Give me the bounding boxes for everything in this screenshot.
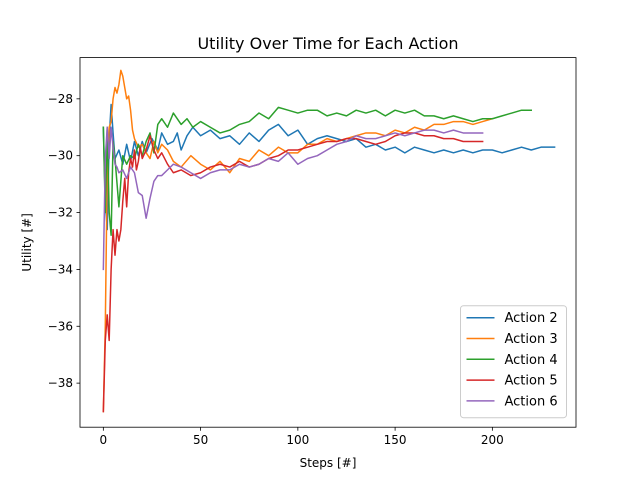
y-tick-label: −32 [48,206,73,220]
y-tick-label: −36 [48,319,73,333]
legend-box [460,305,567,419]
legend-label: Action 2 [505,311,558,326]
series-line-action-3 [102,69,494,413]
y-tick-label: −28 [48,92,73,106]
series-line-action-2 [102,103,556,231]
x-tick-label: 100 [286,433,309,447]
y-tick-label: −30 [48,149,73,163]
x-axis-label: Steps [#] [300,456,357,470]
x-tick-label: 200 [481,433,504,447]
y-tick-label: −34 [48,262,73,276]
x-tick-label: 150 [384,433,407,447]
legend: Action 2 Action 3 Action 4 Action 5 Action 6 [460,305,567,419]
x-axis: 0 50 100 150 200 [100,427,504,447]
x-tick-label: 50 [193,433,208,447]
legend-label: Action 6 [505,394,558,409]
legend-label: Action 3 [505,332,558,347]
plot-frame [79,57,577,428]
series-line-action-6 [102,126,484,271]
y-tick-label: −38 [48,376,73,390]
series-layer [102,69,556,413]
chart-title: Utility Over Time for Each Action [197,34,458,53]
y-axis-label: Utility [#] [20,213,34,272]
legend-label: Action 4 [505,353,558,368]
series-line-action-5 [102,132,484,413]
x-tick-label: 0 [100,433,108,447]
legend-label: Action 5 [505,374,558,389]
y-axis: −38 −36 −34 −32 −30 −28 [48,92,80,390]
series-line-action-4 [102,106,533,237]
